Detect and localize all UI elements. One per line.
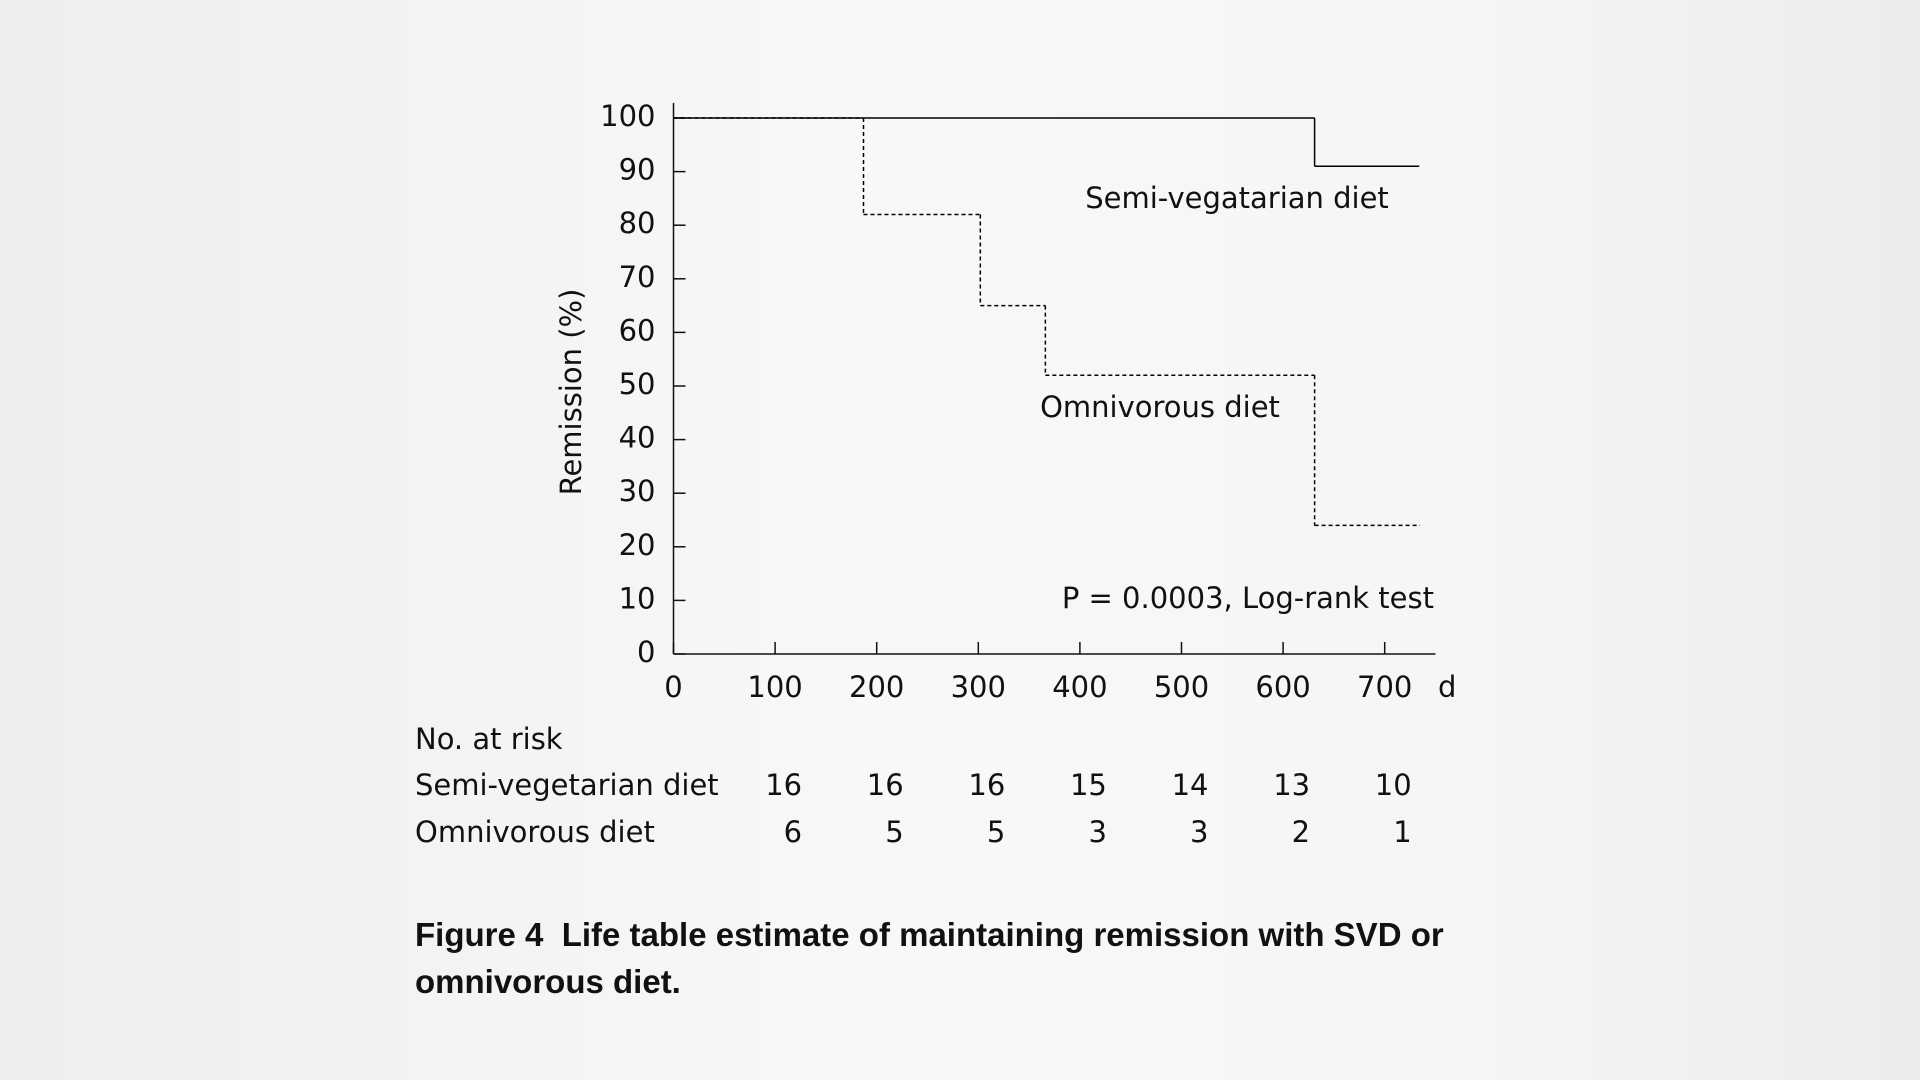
risk-count: 10 (1375, 768, 1412, 802)
y-tick-label: 90 (619, 153, 656, 187)
y-tick-label: 80 (619, 206, 656, 240)
risk-count: 5 (987, 815, 1005, 849)
x-tick-label: 400 (1052, 670, 1107, 704)
x-tick-label: 500 (1154, 670, 1209, 704)
caption: Figure 4 Life table estimate of maintain… (415, 911, 1505, 1005)
risk-count: 3 (1088, 815, 1106, 849)
x-tick-label: 700 (1357, 670, 1412, 704)
y-tick-label: 100 (600, 99, 655, 133)
risk-count: 5 (885, 815, 903, 849)
y-tick-label: 50 (619, 367, 656, 401)
x-tick-label: 200 (849, 670, 904, 704)
risk-row-name: Omnivorous diet (415, 815, 655, 849)
caption-label: Figure 4 (415, 916, 544, 953)
risk-count: 2 (1292, 815, 1310, 849)
y-tick-label: 0 (637, 635, 655, 669)
y-tick-label: 20 (619, 528, 656, 562)
risk-count: 6 (784, 815, 802, 849)
caption-text: Life table estimate of maintaining remis… (415, 916, 1444, 1000)
y-tick-label: 70 (619, 260, 656, 294)
y-tick-label: 10 (619, 581, 656, 615)
x-tick-label: 600 (1255, 670, 1310, 704)
y-axis-label: Remission (%) (554, 289, 588, 496)
annotation: P = 0.0003, Log-rank test (1062, 581, 1434, 615)
y-tick-label: 60 (619, 313, 656, 347)
risk-count: 13 (1273, 768, 1310, 802)
risk-count: 3 (1190, 815, 1208, 849)
y-tick-label: 30 (619, 474, 656, 508)
risk-count: 16 (765, 768, 802, 802)
risk-count: 14 (1172, 768, 1209, 802)
risk-count: 16 (867, 768, 904, 802)
series-label: Omnivorous diet (1040, 390, 1280, 424)
x-tick-label: 100 (747, 670, 802, 704)
series-label: Semi-vegatarian diet (1085, 181, 1389, 215)
risk-count: 15 (1070, 768, 1107, 802)
y-tick-label: 40 (619, 421, 656, 455)
risk-count: 16 (968, 768, 1005, 802)
x-tick-label: 0 (664, 670, 682, 704)
risk-table-title: No. at risk (415, 722, 563, 756)
risk-row-name: Semi-vegetarian diet (415, 768, 719, 802)
risk-count: 1 (1393, 815, 1411, 849)
x-tick-label: 300 (951, 670, 1006, 704)
x-axis-label: d (1438, 670, 1456, 704)
